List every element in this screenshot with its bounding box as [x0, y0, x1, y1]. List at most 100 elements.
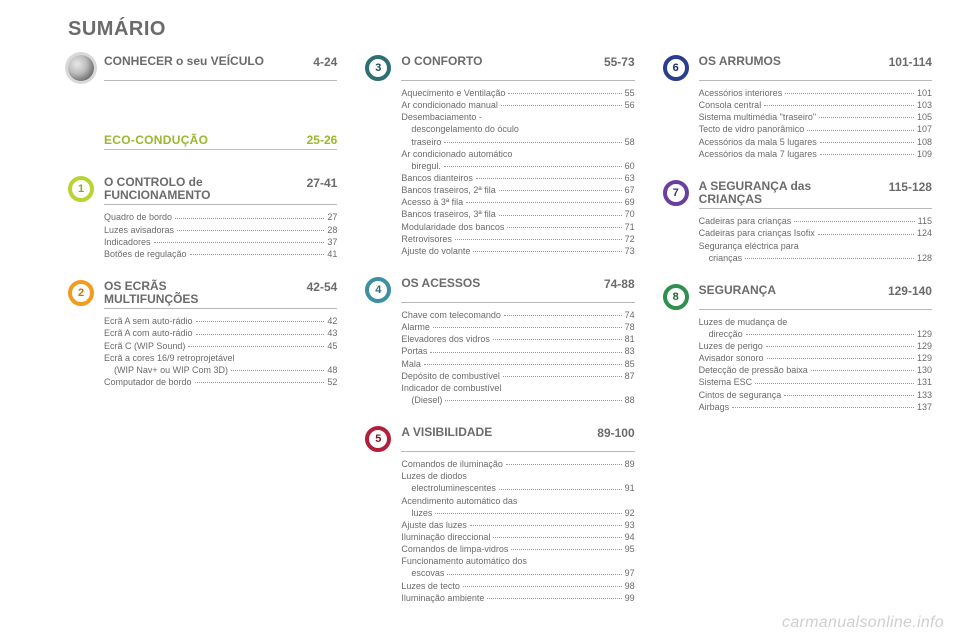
- entry-label: Botões de regulação: [104, 248, 187, 260]
- entry-label: Acesso à 3ª fila: [401, 196, 463, 208]
- entry-page: 37: [327, 236, 337, 248]
- leader-dots: [487, 598, 621, 599]
- toc-entry: Acessórios da mala 5 lugares108: [699, 136, 932, 148]
- section-number-icon: 5: [365, 426, 391, 452]
- toc-entry: Luzes de mudança de: [699, 316, 932, 328]
- section-items: Chave com telecomando74Alarme78Elevadore…: [365, 309, 634, 406]
- leader-dots: [499, 489, 622, 490]
- leader-dots: [445, 400, 621, 401]
- entry-page: 128: [917, 252, 932, 264]
- leader-dots: [177, 230, 324, 231]
- entry-label: Acessórios da mala 7 lugares: [699, 148, 817, 160]
- leader-dots: [499, 215, 622, 216]
- entry-label: (WIP Nav+ ou WIP Com 3D): [104, 364, 228, 376]
- toc-entry: Avisador sonoro129: [699, 352, 932, 364]
- toc-entry: Acesso à 3ª fila 69: [401, 196, 634, 208]
- toc-entry: Luzes avisadoras 28: [104, 224, 337, 236]
- toc-section: 2OS ECRÃSMULTIFUNÇÕES42-54Ecrã A sem aut…: [68, 280, 337, 388]
- entry-label: Ajuste das luzes: [401, 519, 467, 531]
- toc-entry: Ecrã C (WIP Sound)45: [104, 340, 337, 352]
- leader-dots: [476, 178, 622, 179]
- entry-page: 70: [625, 208, 635, 220]
- leader-dots: [470, 525, 622, 526]
- entry-page: 73: [625, 245, 635, 257]
- entry-label: Sistema ESC: [699, 376, 753, 388]
- toc-entry: Botões de regulação 41: [104, 248, 337, 260]
- section-number-icon: 6: [663, 55, 689, 81]
- entry-label: Portas: [401, 345, 427, 357]
- entry-page: 81: [625, 333, 635, 345]
- entry-page: 72: [625, 233, 635, 245]
- toc-entry: Consola central 103: [699, 99, 932, 111]
- entry-label: (Diesel): [401, 394, 442, 406]
- toc-entry: Iluminação direccional94: [401, 531, 634, 543]
- entry-page: 69: [625, 196, 635, 208]
- toc-entry: Ar condicionado manual56: [401, 99, 634, 111]
- section-page-range: 101-114: [889, 55, 932, 69]
- leader-dots: [196, 321, 325, 322]
- toc-entry: Acendimento automático das: [401, 495, 634, 507]
- toc-entry: Desembaciamento -: [401, 111, 634, 123]
- entry-label: Ajuste do volante: [401, 245, 470, 257]
- leader-dots: [444, 142, 621, 143]
- section-head: 2OS ECRÃSMULTIFUNÇÕES42-54: [68, 280, 337, 309]
- section-items: Quadro de bordo27Luzes avisadoras28Indic…: [68, 211, 337, 260]
- entry-page: 74: [625, 309, 635, 321]
- entry-page: 41: [327, 248, 337, 260]
- toc-entry: Ecrã A com auto-rádio43: [104, 327, 337, 339]
- leader-dots: [444, 166, 622, 167]
- entry-label: Cadeiras para crianças: [699, 215, 792, 227]
- toc-entry: Cadeiras para crianças Isofix124: [699, 227, 932, 239]
- entry-label: Segurança eléctrica para: [699, 240, 799, 252]
- section-heading: A SEGURANÇA dasCRIANÇAS115-128: [699, 180, 932, 209]
- toc-entry: Ecrã a cores 16/9 retroprojetável: [104, 352, 337, 364]
- leader-dots: [231, 370, 324, 371]
- entry-label: luzes: [401, 507, 432, 519]
- section-number-icon: 1: [68, 176, 94, 202]
- entry-label: Comandos de limpa-vidros: [401, 543, 508, 555]
- toc-entry: Detecção de pressão baixa 130: [699, 364, 932, 376]
- entry-label: Comandos de iluminação: [401, 458, 503, 470]
- leader-dots: [503, 376, 622, 377]
- section-head: 5A VISIBILIDADE89-100: [365, 426, 634, 452]
- toc-entry: Segurança eléctrica para: [699, 240, 932, 252]
- entry-page: 94: [625, 531, 635, 543]
- leader-dots: [785, 93, 914, 94]
- leader-dots: [764, 105, 914, 106]
- section-page-range: 115-128: [889, 180, 932, 194]
- leader-dots: [506, 464, 622, 465]
- entry-label: Indicadores: [104, 236, 151, 248]
- entry-page: 133: [917, 389, 932, 401]
- eco-page-range: 25-26: [307, 133, 338, 147]
- entry-page: 28: [327, 224, 337, 236]
- toc-entry: Sistema ESC131: [699, 376, 932, 388]
- leader-dots: [433, 327, 622, 328]
- entry-page: 124: [917, 227, 932, 239]
- entry-page: 52: [327, 376, 337, 388]
- eco-section: ECO-CONDUÇÃO25-26: [104, 133, 337, 150]
- toc-entry: Funcionamento automático dos: [401, 555, 634, 567]
- leader-dots: [430, 352, 621, 353]
- entry-label: Luzes avisadoras: [104, 224, 174, 236]
- intro-dot-icon: [68, 55, 94, 81]
- section-items: Comandos de iluminação89Luzes de diodose…: [365, 458, 634, 604]
- toc-section: 7A SEGURANÇA dasCRIANÇAS115-128Cadeiras …: [663, 180, 932, 264]
- leader-dots: [501, 105, 622, 106]
- toc-entry: Computador de bordo52: [104, 376, 337, 388]
- toc-entry: Elevadores dos vidros81: [401, 333, 634, 345]
- entry-page: 130: [917, 364, 932, 376]
- entry-page: 42: [327, 315, 337, 327]
- entry-label: Consola central: [699, 99, 762, 111]
- entry-label: Detecção de pressão baixa: [699, 364, 808, 376]
- toc-entry: Alarme78: [401, 321, 634, 333]
- toc-entry: Luzes de tecto98: [401, 580, 634, 592]
- entry-page: 78: [625, 321, 635, 333]
- toc-entry: Tecto de vidro panorâmico107: [699, 123, 932, 135]
- toc-section: 3O CONFORTO55-73Aquecimento e Ventilação…: [365, 55, 634, 257]
- entry-page: 115: [918, 215, 932, 227]
- toc-section: 4OS ACESSOS74-88Chave com telecomando74A…: [365, 277, 634, 406]
- entry-label: biregul.: [401, 160, 441, 172]
- entry-page: 103: [917, 99, 932, 111]
- entry-page: 89: [625, 458, 635, 470]
- toc-section: 6OS ARRUMOS101-114Acessórios interiores1…: [663, 55, 932, 160]
